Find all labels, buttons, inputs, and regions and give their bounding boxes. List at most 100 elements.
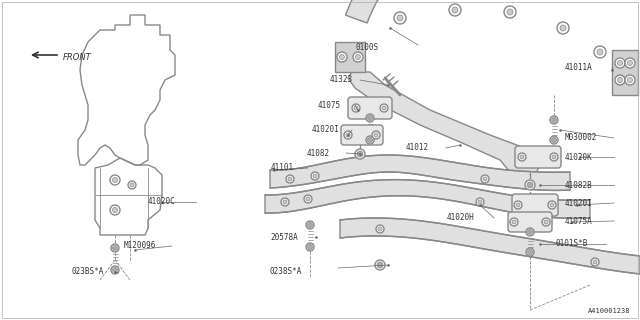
Text: 20578A: 20578A (270, 233, 298, 242)
Circle shape (367, 116, 372, 121)
Circle shape (527, 182, 533, 188)
Circle shape (518, 153, 526, 161)
Circle shape (306, 197, 310, 201)
Text: 0101S*B: 0101S*B (556, 239, 588, 249)
Circle shape (481, 175, 489, 183)
Circle shape (625, 75, 635, 85)
Circle shape (615, 58, 625, 68)
Circle shape (525, 180, 535, 190)
Circle shape (346, 133, 350, 137)
Circle shape (483, 177, 487, 181)
Circle shape (366, 136, 374, 144)
Circle shape (550, 136, 558, 144)
FancyBboxPatch shape (508, 212, 552, 232)
Text: FRONT: FRONT (63, 52, 92, 61)
Circle shape (311, 172, 319, 180)
Text: A410001238: A410001238 (588, 308, 630, 314)
Circle shape (514, 201, 522, 209)
Circle shape (542, 218, 550, 226)
Text: 0238S*A: 0238S*A (270, 268, 302, 276)
Circle shape (593, 260, 597, 264)
Text: 41020C: 41020C (148, 197, 176, 206)
Text: 41075A: 41075A (565, 217, 593, 226)
Circle shape (544, 220, 548, 224)
Circle shape (618, 77, 623, 83)
Circle shape (591, 258, 599, 266)
Circle shape (504, 6, 516, 18)
Circle shape (357, 151, 363, 157)
Circle shape (527, 229, 532, 235)
Circle shape (557, 22, 569, 34)
Text: 41082B: 41082B (565, 180, 593, 189)
Text: M120096: M120096 (124, 242, 156, 251)
Circle shape (552, 155, 556, 159)
Circle shape (344, 131, 352, 139)
Circle shape (374, 133, 378, 137)
Circle shape (615, 75, 625, 85)
Circle shape (113, 245, 118, 251)
Polygon shape (340, 218, 640, 274)
Circle shape (618, 60, 623, 66)
Circle shape (452, 7, 458, 13)
Circle shape (353, 52, 363, 62)
Text: 41020K: 41020K (565, 153, 593, 162)
Circle shape (550, 203, 554, 207)
Polygon shape (612, 50, 638, 95)
Circle shape (527, 250, 532, 254)
Circle shape (550, 116, 558, 124)
Circle shape (552, 117, 557, 123)
Circle shape (627, 77, 632, 83)
Circle shape (382, 106, 386, 110)
Circle shape (627, 60, 632, 66)
Circle shape (128, 181, 136, 189)
Circle shape (130, 183, 134, 187)
Circle shape (306, 221, 314, 229)
Circle shape (476, 198, 484, 206)
Circle shape (378, 227, 382, 231)
FancyBboxPatch shape (348, 97, 392, 119)
Text: 41075: 41075 (318, 100, 341, 109)
Circle shape (552, 138, 557, 142)
Circle shape (510, 218, 518, 226)
Circle shape (286, 175, 294, 183)
Circle shape (366, 114, 374, 122)
Circle shape (380, 104, 388, 112)
Circle shape (288, 177, 292, 181)
Circle shape (354, 106, 358, 110)
Circle shape (355, 149, 365, 159)
Circle shape (339, 54, 344, 60)
Circle shape (372, 131, 380, 139)
Circle shape (110, 205, 120, 215)
Circle shape (304, 195, 312, 203)
Polygon shape (265, 180, 590, 218)
Polygon shape (346, 0, 640, 23)
Circle shape (376, 225, 384, 233)
Circle shape (478, 200, 482, 204)
Circle shape (307, 222, 312, 228)
Text: M030002: M030002 (565, 133, 597, 142)
Text: 41020I: 41020I (312, 125, 340, 134)
Polygon shape (348, 72, 540, 178)
Circle shape (111, 244, 119, 252)
Circle shape (111, 266, 119, 274)
Circle shape (307, 244, 312, 250)
Circle shape (520, 155, 524, 159)
Circle shape (594, 46, 606, 58)
Circle shape (110, 175, 120, 185)
Circle shape (449, 4, 461, 16)
Circle shape (352, 104, 360, 112)
Text: 41011A: 41011A (565, 63, 593, 73)
Circle shape (526, 248, 534, 256)
Text: 41323: 41323 (330, 76, 353, 84)
Text: 41020H: 41020H (447, 213, 475, 222)
Circle shape (281, 198, 289, 206)
Circle shape (516, 203, 520, 207)
Text: 41101: 41101 (271, 164, 294, 172)
Circle shape (397, 15, 403, 21)
Circle shape (597, 49, 603, 55)
Circle shape (507, 9, 513, 15)
Polygon shape (270, 155, 570, 190)
Circle shape (625, 58, 635, 68)
Text: 41082: 41082 (307, 148, 330, 157)
Circle shape (313, 174, 317, 178)
